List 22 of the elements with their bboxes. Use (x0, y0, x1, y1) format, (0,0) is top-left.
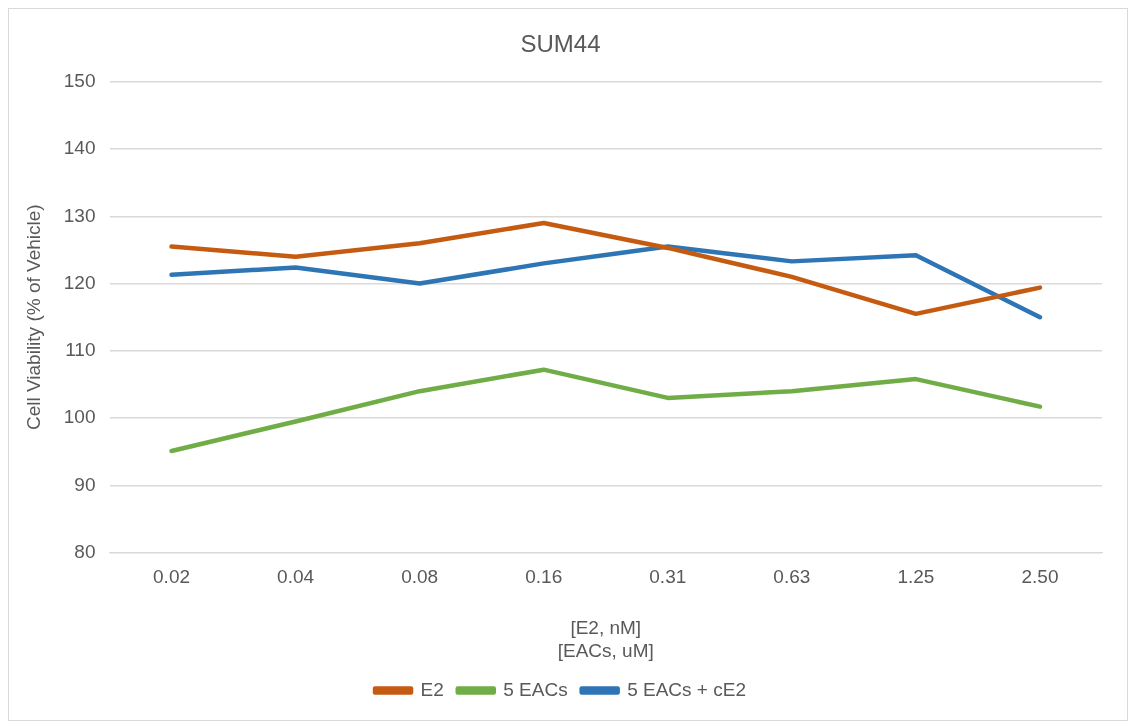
x-tick-label: 2.50 (1021, 566, 1059, 588)
legend-label: 5 EACs (503, 678, 568, 700)
y-tick-label: 130 (63, 204, 96, 226)
x-tick-label: 1.25 (897, 566, 935, 588)
y-tick-label: 120 (63, 271, 96, 293)
chart-title: SUM44 (520, 30, 601, 58)
y-tick-label: 90 (74, 473, 96, 495)
y-tick-label: 80 (74, 540, 96, 562)
x-tick-label: 0.31 (649, 566, 687, 588)
legend-label: 5 EACs + cE2 (627, 678, 746, 700)
x-tick-label: 0.16 (525, 566, 563, 588)
x-axis-title: [E2, nM] [EACs, uM] (557, 617, 654, 661)
y-tick-label: 110 (65, 339, 96, 361)
y-tick-label: 140 (63, 137, 96, 159)
y-tick-label: 150 (63, 70, 96, 92)
x-tick-label: 0.04 (277, 566, 315, 588)
x-tick-label: 0.63 (773, 566, 811, 588)
x-tick-label: 0.08 (401, 566, 439, 588)
x-tick-label: 0.02 (153, 566, 191, 588)
legend-label: E2 (420, 678, 444, 700)
y-axis-title: Cell Viability (% of Vehicle) (22, 204, 44, 431)
y-tick-label: 100 (63, 406, 96, 428)
